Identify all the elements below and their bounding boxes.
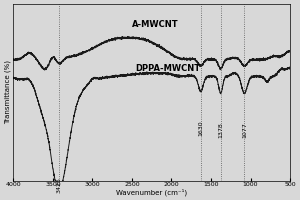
Y-axis label: Transmittance (%): Transmittance (%) [4,60,11,124]
Text: 3425: 3425 [56,177,61,193]
Text: 1077: 1077 [242,122,247,138]
Text: DPPA-MWCNT: DPPA-MWCNT [135,64,200,73]
Text: A-MWCNT: A-MWCNT [132,20,179,29]
X-axis label: Wavenumber (cm⁻¹): Wavenumber (cm⁻¹) [116,188,187,196]
Text: 1378: 1378 [219,122,224,138]
Text: 1630: 1630 [199,120,204,136]
